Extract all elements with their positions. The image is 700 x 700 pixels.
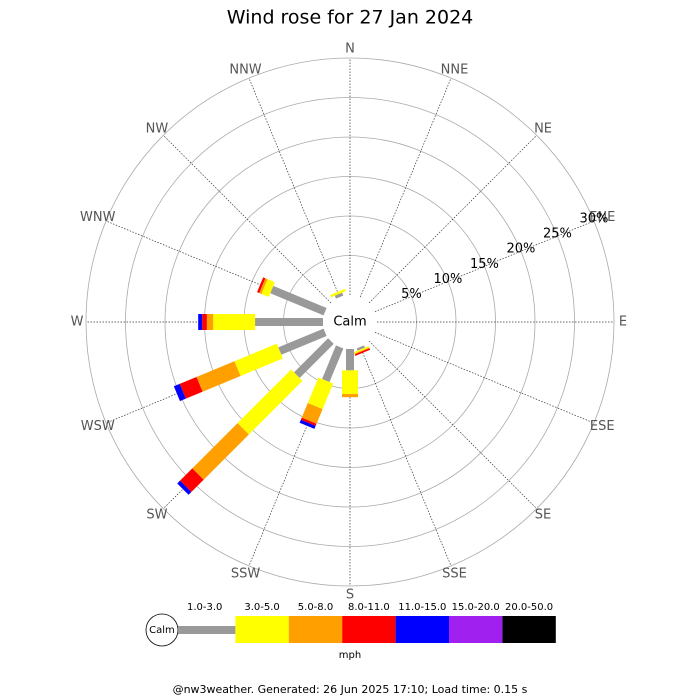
wind-bar [342,394,358,398]
grid-ring [125,97,575,547]
direction-label: NNE [441,62,469,77]
wind-bar [354,347,370,355]
wind-bar [330,288,346,298]
legend-label: 15.0-20.0 [452,602,500,613]
direction-spoke [248,77,340,298]
grid-ring [85,57,615,587]
r-tick-label: 15% [470,257,499,272]
wind-bar [261,279,275,297]
direction-label: SSE [442,567,467,582]
legend-swatch [288,616,343,643]
direction-label: E [619,315,627,330]
direction-label: W [71,315,84,330]
legend-label: 1.0-3.0 [187,602,222,613]
wind-bar [356,345,365,351]
grid-ring [164,136,536,508]
legend-swatch [502,616,556,643]
direction-spoke [374,332,595,424]
wind-bar [206,314,214,330]
wind-bar [322,345,344,383]
r-tick-label: 30% [579,211,608,226]
direction-spoke [368,340,537,509]
wind-bar [180,468,204,492]
direction-label: ESE [590,419,615,434]
direction-label: SW [146,508,167,523]
wind-bar [299,419,316,429]
direction-label: N [345,42,355,57]
wind-bar [196,361,241,392]
direction-spoke [368,135,537,304]
wind-bar [307,377,334,410]
direction-label: NE [534,121,552,136]
direction-label: WSW [81,419,115,434]
legend-swatch [235,616,289,643]
legend-swatch [395,616,449,643]
wind-bar [301,403,323,424]
wind-bar [259,278,268,294]
legend-swatch [342,616,396,643]
direction-spoke [374,220,595,312]
direction-spoke [163,135,332,304]
legend-label: 20.0-50.0 [505,602,553,613]
wind-bar [179,376,203,399]
wind-bar [294,338,334,378]
calm-circle [324,296,376,348]
wind-bar [177,480,192,495]
r-tick-label: 5% [401,287,422,302]
legend-label: 8.0-11.0 [348,602,390,613]
wind-bar [255,318,323,326]
direction-label: NW [146,121,169,136]
wind-bar [202,314,207,330]
legend-calm-label: Calm [149,625,175,636]
legend-unit: mph [339,650,361,661]
direction-label: SSW [231,567,261,582]
wind-bar [257,277,266,294]
wind-bar [346,349,354,371]
r-tick-label: 25% [543,227,572,242]
calm-label: Calm [333,315,366,330]
chart-title: Wind rose for 27 Jan 2024 [227,7,474,29]
legend-swatch [449,616,503,643]
wind-bar [334,292,344,299]
wind-bar [173,383,186,402]
r-tick-label: 10% [433,272,462,287]
legend-label: 5.0-8.0 [298,602,333,613]
direction-label: WNW [80,210,116,225]
footer: @nw3weather. Generated: 26 Jun 2025 17:1… [173,683,528,696]
direction-label: SE [535,508,551,523]
legend-label: 11.0-15.0 [398,602,446,613]
direction-label: NNW [229,62,261,77]
direction-spoke [360,346,452,567]
wind-bar [342,370,358,395]
wind-bar [237,369,303,435]
wind-bar [234,343,283,377]
wind-bar [354,348,371,356]
wind-bar [278,328,327,355]
wind-bar [198,314,203,330]
r-tick-label: 20% [506,242,535,257]
direction-label: S [346,588,354,603]
legend-swatch [178,626,236,634]
wind-bar [192,423,249,480]
wind-bar [270,285,327,316]
legend-label: 3.0-5.0 [244,602,279,613]
direction-label: ENE [589,210,615,225]
wind-bar [213,314,256,330]
direction-spoke [360,77,452,298]
wind-bar [353,346,370,354]
wind-bar [300,417,317,426]
